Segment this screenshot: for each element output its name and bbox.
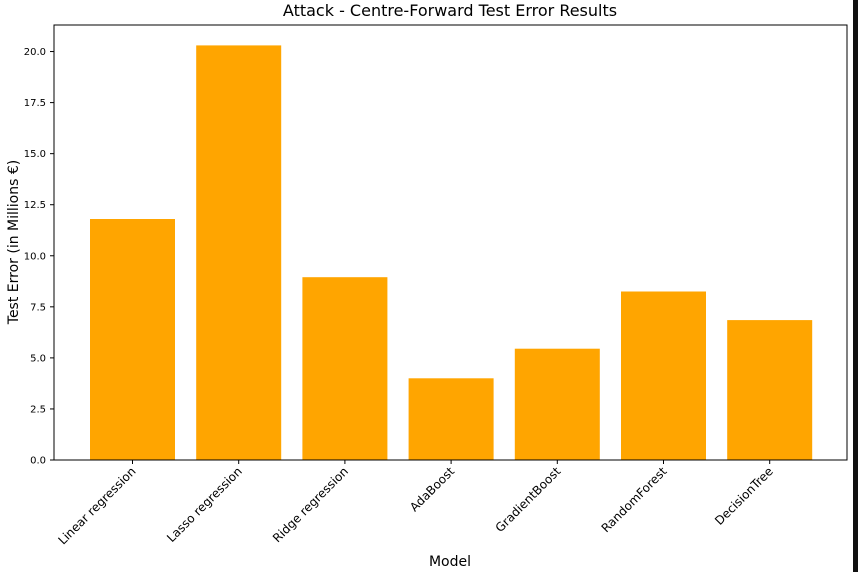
x-axis: Linear regression Lasso regression Ridge r… — [55, 460, 776, 547]
x-tick-label: Linear regression — [55, 464, 138, 547]
bar-0 — [90, 219, 175, 460]
y-tick-label: 15.0 — [24, 149, 46, 160]
bar-2 — [302, 277, 388, 460]
x-tick-label: Lasso regression — [164, 464, 245, 545]
bar-5 — [621, 291, 706, 460]
y-tick-label: 0.0 — [30, 456, 46, 467]
y-axis-title: Test Error (in Millions €) — [6, 160, 22, 325]
chart-title: Attack - Centre-Forward Test Error Resul… — [283, 1, 617, 20]
bar-1 — [196, 45, 282, 461]
x-tick-label: AdaBoost — [407, 464, 457, 514]
bars-group — [90, 45, 813, 461]
y-tick-label: 2.5 — [30, 404, 46, 415]
x-tick-label: Ridge regression — [270, 464, 351, 545]
window-edge — [853, 0, 858, 572]
y-tick-label: 12.5 — [24, 200, 46, 211]
y-tick-label: 20.0 — [24, 47, 46, 58]
x-tick-label: GradientBoost — [493, 464, 564, 535]
y-tick-label: 5.0 — [30, 353, 46, 364]
bar-6 — [727, 320, 813, 460]
x-axis-title: Model — [429, 554, 471, 570]
plot-frame — [53, 24, 848, 461]
y-tick-label: 7.5 — [30, 302, 46, 313]
x-tick-label: DecisionTree — [712, 464, 776, 528]
bar-4 — [514, 348, 600, 460]
bar-3 — [408, 378, 494, 460]
y-tick-label: 17.5 — [24, 98, 46, 109]
y-tick-label: 10.0 — [24, 251, 46, 262]
x-tick-label: RandomForest — [599, 464, 670, 535]
y-axis: 0.0 2.5 5.0 7.5 10.0 12.5 15.0 17.5 20.0 — [24, 47, 54, 467]
